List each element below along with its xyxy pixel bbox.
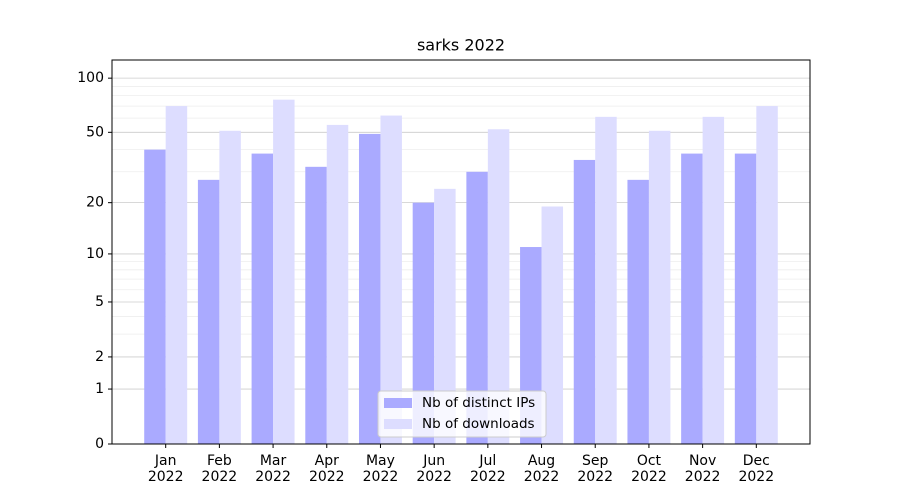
x-tick-label: Aug 2022 <box>523 453 560 485</box>
x-tick-label: Dec 2022 <box>738 453 775 485</box>
bar <box>165 106 188 445</box>
bar <box>756 106 778 445</box>
x-tick-label: Jun 2022 <box>416 453 452 485</box>
bar <box>627 179 649 444</box>
y-tick-label: 5 <box>95 294 104 310</box>
bar <box>219 130 241 444</box>
bar <box>681 153 703 444</box>
bar <box>273 99 295 444</box>
bar <box>326 124 349 444</box>
x-tick-label: May 2022 <box>362 453 399 485</box>
chart-title: sarks 2022 <box>417 36 505 55</box>
x-tick-label: Mar 2022 <box>255 453 291 485</box>
bar <box>702 116 725 445</box>
legend: Nb of distinct IPs Nb of downloads <box>377 390 547 438</box>
bar <box>144 149 166 445</box>
y-tick-label: 2 <box>95 349 104 365</box>
bar <box>541 206 564 444</box>
bar <box>197 179 220 444</box>
bar <box>487 129 510 444</box>
y-tick-label: 20 <box>86 195 104 211</box>
bar <box>434 188 456 444</box>
x-tick-label: Oct 2022 <box>631 453 667 485</box>
plot-frame <box>111 59 811 445</box>
bar <box>573 159 596 444</box>
y-tick-label: 0 <box>95 436 104 452</box>
bar <box>251 153 274 444</box>
bar <box>358 133 381 445</box>
x-tick-label: Sep 2022 <box>577 453 614 485</box>
legend-label: Nb of distinct IPs <box>422 395 535 411</box>
bar <box>305 166 327 444</box>
x-tick-label: Jan 2022 <box>147 453 184 485</box>
legend-swatch <box>384 419 412 429</box>
bar <box>734 153 757 444</box>
y-tick-label: 50 <box>86 124 104 140</box>
x-tick-label: Jul 2022 <box>470 453 506 485</box>
x-tick-label: Feb 2022 <box>201 453 238 485</box>
y-tick-label: 100 <box>77 70 104 86</box>
bar <box>595 116 617 445</box>
bar <box>380 115 402 445</box>
x-tick-label: Nov 2022 <box>684 453 721 485</box>
y-tick-label: 10 <box>86 246 104 262</box>
x-tick-label: Apr 2022 <box>308 453 345 485</box>
bar <box>412 202 435 444</box>
legend-swatch <box>384 398 412 408</box>
y-tick-label: 1 <box>95 381 104 397</box>
legend-box <box>377 390 547 438</box>
bar <box>648 130 671 444</box>
legend-label: Nb of downloads <box>422 416 535 432</box>
bar <box>466 171 488 444</box>
